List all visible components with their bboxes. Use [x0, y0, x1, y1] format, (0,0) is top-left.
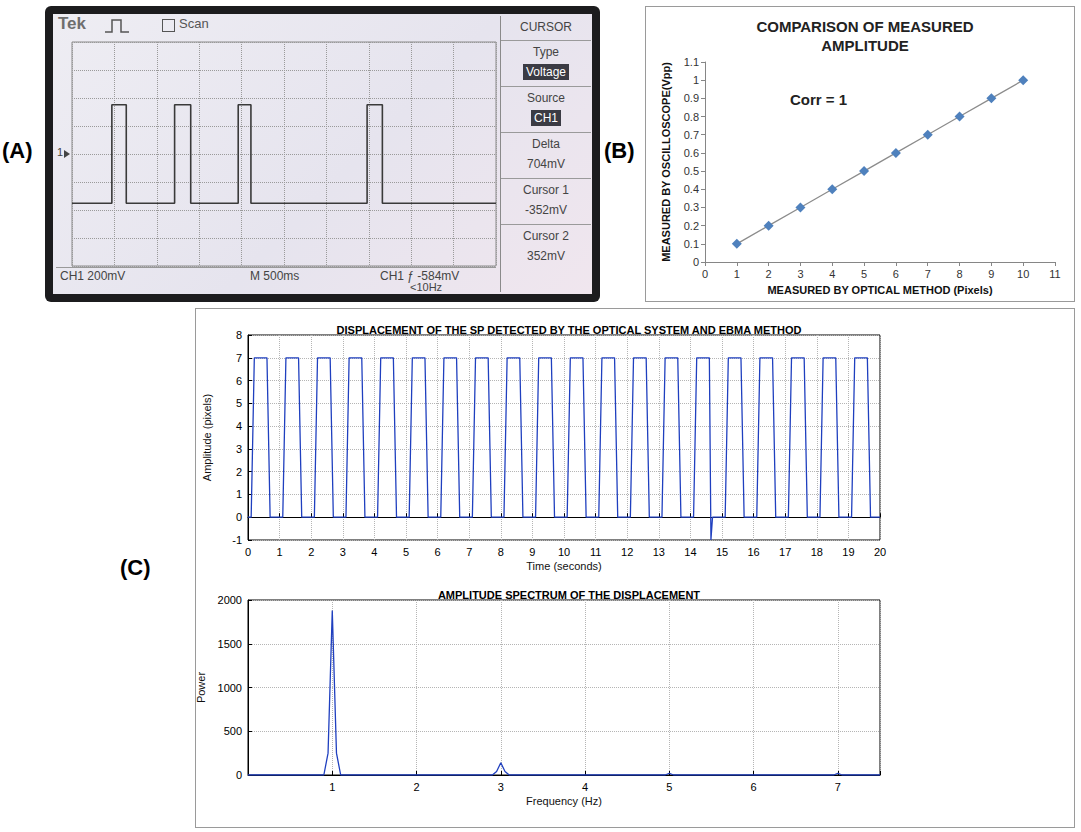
- svg-text:1500: 1500: [218, 638, 242, 650]
- svg-text:DISPLACEMENT OF THE SP DETECTE: DISPLACEMENT OF THE SP DETECTED BY THE O…: [337, 324, 802, 336]
- svg-text:15: 15: [716, 546, 728, 558]
- svg-text:1: 1: [734, 268, 740, 280]
- svg-text:Amplitude (pixels): Amplitude (pixels): [201, 394, 213, 481]
- svg-text:500: 500: [224, 725, 242, 737]
- svg-text:4: 4: [582, 781, 588, 793]
- svg-text:20: 20: [874, 546, 886, 558]
- svg-text:8: 8: [956, 268, 962, 280]
- svg-text:2: 2: [766, 268, 772, 280]
- html-text:Cursor 2: Cursor 2: [523, 229, 569, 243]
- svg-text:11: 11: [590, 546, 601, 558]
- svg-text:8: 8: [236, 329, 242, 341]
- svg-text:-1: -1: [232, 534, 242, 546]
- svg-text:1: 1: [329, 781, 335, 793]
- html-text:Scan: Scan: [179, 16, 209, 31]
- svg-text:1000: 1000: [218, 682, 242, 694]
- html-text:CURSOR: CURSOR: [520, 20, 572, 34]
- svg-text:5: 5: [236, 397, 242, 409]
- svg-text:0: 0: [236, 769, 242, 781]
- html-text:CH1 ƒ -584mV: CH1 ƒ -584mV: [380, 269, 460, 283]
- svg-text:0: 0: [236, 511, 242, 523]
- svg-text:1: 1: [693, 74, 699, 86]
- html-text:(A): (A): [2, 138, 33, 163]
- svg-text:1: 1: [277, 546, 283, 558]
- html-text:704mV: 704mV: [527, 157, 565, 171]
- svg-text:3: 3: [340, 546, 346, 558]
- svg-text:3: 3: [797, 268, 803, 280]
- html-text:(B): (B): [604, 138, 635, 163]
- svg-text:5: 5: [403, 546, 409, 558]
- svg-text:Frequency (Hz): Frequency (Hz): [526, 795, 602, 807]
- svg-text:10: 10: [1017, 268, 1029, 280]
- svg-text:1.1: 1.1: [684, 56, 699, 68]
- svg-text:7: 7: [466, 546, 472, 558]
- svg-text:4: 4: [371, 546, 377, 558]
- svg-text:2: 2: [413, 781, 419, 793]
- html-text:<10Hz: <10Hz: [410, 281, 443, 293]
- svg-text:MEASURED BY OPTICAL METHOD (Pi: MEASURED BY OPTICAL METHOD (Pixels): [767, 284, 992, 296]
- svg-text:1: 1: [236, 488, 242, 500]
- svg-text:13: 13: [653, 546, 665, 558]
- svg-text:MEASURED BY OSCILLOSCOPE(Vpp): MEASURED BY OSCILLOSCOPE(Vpp): [660, 62, 672, 262]
- html-text:M 500ms: M 500ms: [250, 269, 300, 283]
- svg-text:0.2: 0.2: [684, 220, 699, 232]
- svg-text:14: 14: [684, 546, 696, 558]
- svg-text:AMPLITUDE: AMPLITUDE: [821, 37, 909, 54]
- html-text:352mV: 352mV: [527, 249, 565, 263]
- svg-text:7: 7: [925, 268, 931, 280]
- svg-text:AMPLITUDE SPECTRUM OF THE DISP: AMPLITUDE SPECTRUM OF THE DISPLACEMENT: [438, 589, 700, 601]
- html-text:CH1: CH1: [534, 111, 558, 125]
- svg-text:6: 6: [236, 375, 242, 387]
- svg-text:2: 2: [308, 546, 314, 558]
- svg-text:3: 3: [236, 443, 242, 455]
- svg-text:0.6: 0.6: [684, 147, 699, 159]
- svg-text:0: 0: [693, 256, 699, 268]
- svg-text:10: 10: [558, 546, 570, 558]
- svg-text:12: 12: [621, 546, 633, 558]
- svg-text:Time (seconds): Time (seconds): [526, 560, 601, 572]
- svg-text:0.5: 0.5: [684, 165, 699, 177]
- html-text:Source: Source: [527, 91, 565, 105]
- svg-text:0.9: 0.9: [684, 92, 699, 104]
- html-text:Delta: Delta: [532, 137, 560, 151]
- html-text:Cursor 1: Cursor 1: [523, 183, 569, 197]
- svg-text:4: 4: [236, 420, 242, 432]
- svg-text:5: 5: [861, 268, 867, 280]
- svg-text:7: 7: [236, 352, 242, 364]
- svg-text:Power: Power: [195, 672, 207, 704]
- svg-text:4: 4: [829, 268, 835, 280]
- svg-text:0.7: 0.7: [684, 129, 699, 141]
- svg-text:7: 7: [835, 781, 841, 793]
- svg-text:18: 18: [811, 546, 823, 558]
- html-text:1: 1: [57, 146, 64, 158]
- svg-text:5: 5: [666, 781, 672, 793]
- svg-text:0.4: 0.4: [684, 183, 699, 195]
- svg-text:3: 3: [498, 781, 504, 793]
- svg-text:6: 6: [751, 781, 757, 793]
- svg-text:2: 2: [236, 466, 242, 478]
- html-text:(C): (C): [120, 555, 151, 580]
- html-text:-352mV: -352mV: [525, 203, 567, 217]
- svg-text:2000: 2000: [218, 594, 242, 606]
- svg-text:19: 19: [842, 546, 854, 558]
- svg-text:16: 16: [747, 546, 759, 558]
- svg-text:0.8: 0.8: [684, 111, 699, 123]
- html-text:Type: Type: [533, 45, 559, 59]
- svg-text:0.3: 0.3: [684, 201, 699, 213]
- html-text:Tek: Tek: [58, 14, 86, 33]
- svg-text:COMPARISON OF MEASURED: COMPARISON OF MEASURED: [756, 18, 973, 35]
- svg-text:8: 8: [498, 546, 504, 558]
- html-text:CH1 200mV: CH1 200mV: [60, 269, 126, 283]
- svg-text:9: 9: [988, 268, 994, 280]
- svg-text:6: 6: [893, 268, 899, 280]
- svg-text:0.1: 0.1: [684, 238, 699, 250]
- svg-text:17: 17: [779, 546, 791, 558]
- svg-text:9: 9: [529, 546, 535, 558]
- svg-text:6: 6: [435, 546, 441, 558]
- html-text:Voltage: Voltage: [526, 65, 566, 79]
- svg-text:0: 0: [702, 268, 708, 280]
- svg-text:0: 0: [245, 546, 251, 558]
- svg-text:11: 11: [1049, 268, 1060, 280]
- svg-text:Corr = 1: Corr = 1: [790, 91, 847, 108]
